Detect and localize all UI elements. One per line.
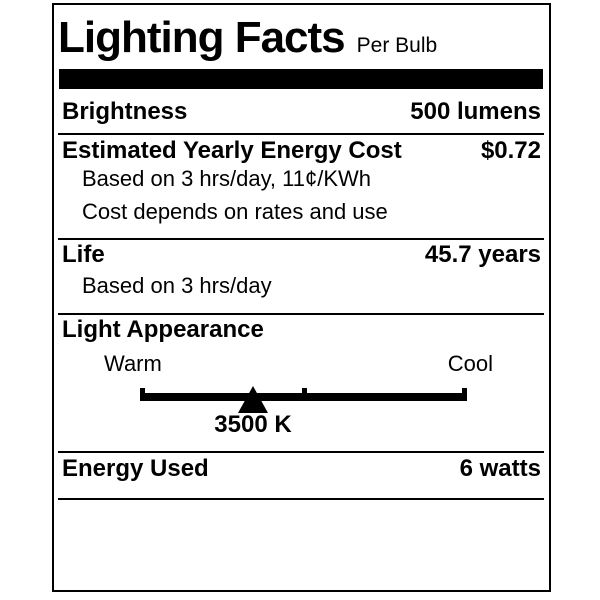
energy-used-row: Energy Used 6 watts xyxy=(62,455,541,483)
separator-line xyxy=(58,451,544,453)
color-temperature-scale xyxy=(54,376,549,423)
energy-cost-row: Estimated Yearly Energy Cost $0.72 xyxy=(62,137,541,165)
cool-label: Cool xyxy=(447,351,493,376)
marker-track xyxy=(140,386,467,413)
energy-cost-label: Estimated Yearly Energy Cost xyxy=(62,137,402,164)
brightness-row: Brightness 500 lumens xyxy=(62,98,541,126)
header-divider-bar xyxy=(59,69,543,89)
energy-cost-note-1: Based on 3 hrs/day, 11¢/KWh xyxy=(82,166,372,191)
kelvin-value: 3500 K xyxy=(214,411,292,438)
brightness-label: Brightness xyxy=(62,98,188,125)
energy-used-label: Energy Used xyxy=(62,455,209,482)
separator-line xyxy=(58,238,544,240)
life-label: Life xyxy=(62,241,105,268)
lighting-facts-label: Lighting Facts Per Bulb Brightness 500 l… xyxy=(52,3,551,592)
brightness-value: 500 lumens xyxy=(410,98,541,125)
label-subtitle: Per Bulb xyxy=(356,34,438,57)
title-row: Lighting Facts Per Bulb xyxy=(58,15,545,61)
separator-line xyxy=(58,313,544,315)
light-appearance-heading: Light Appearance xyxy=(62,316,264,343)
warm-label: Warm xyxy=(104,351,162,376)
separator-line xyxy=(58,498,544,500)
life-row: Life 45.7 years xyxy=(62,241,541,269)
scale-middle-tick xyxy=(302,388,307,401)
life-note: Based on 3 hrs/day xyxy=(82,273,272,298)
energy-cost-value: $0.72 xyxy=(480,137,541,164)
color-temp-marker-icon xyxy=(238,386,269,413)
life-value: 45.7 years xyxy=(424,241,541,268)
separator-line xyxy=(58,133,544,135)
scale-right-cap xyxy=(462,388,467,401)
label-title: Lighting Facts xyxy=(58,13,346,62)
energy-cost-note-2: Cost depends on rates and use xyxy=(82,199,388,224)
warm-cool-row: Warm Cool xyxy=(54,351,549,377)
energy-used-value: 6 watts xyxy=(459,455,541,482)
